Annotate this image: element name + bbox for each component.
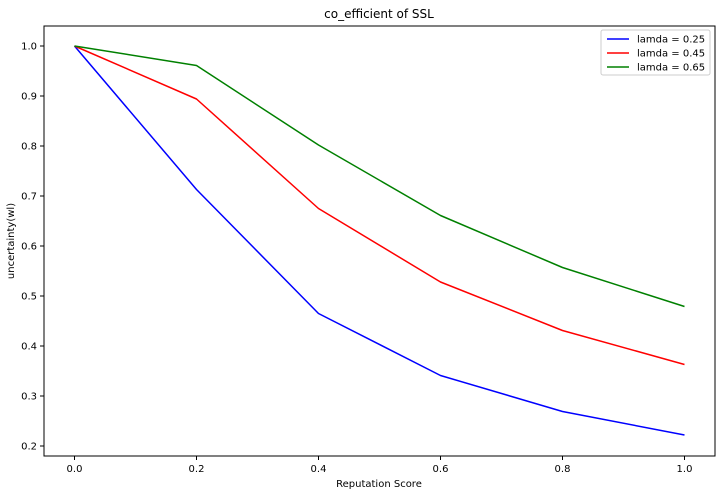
y-tick-label: 0.5 xyxy=(21,292,37,303)
series-line-3 xyxy=(74,45,685,308)
x-tick-label: 0.4 xyxy=(311,464,327,475)
x-tick-label: 0.2 xyxy=(189,464,205,475)
chart-title: co_efficient of SSL xyxy=(324,7,434,21)
legend-label: lamda = 0.65 xyxy=(637,63,705,74)
x-tick-label: 0.0 xyxy=(67,464,83,475)
y-tick-label: 0.6 xyxy=(21,242,37,253)
y-tick-label: 0.2 xyxy=(21,442,37,453)
y-axis-label: uncertainty(wl) xyxy=(6,203,17,279)
legend-box xyxy=(600,29,711,76)
y-tick-label: 0.3 xyxy=(21,392,37,403)
y-tick-label: 0.9 xyxy=(21,92,37,103)
x-tick-label: 0.6 xyxy=(433,464,449,475)
y-axis: 0.2 0.3 0.4 0.5 0.6 0.7 0.8 0.9 1.0 xyxy=(21,42,44,453)
y-tick-label: 0.7 xyxy=(21,192,37,203)
legend-label: lamda = 0.45 xyxy=(637,49,705,60)
y-tick-label: 0.4 xyxy=(21,342,37,353)
x-axis-label: Reputation Score xyxy=(336,479,422,490)
x-tick-label: 1.0 xyxy=(677,464,693,475)
series-line-2 xyxy=(74,45,685,366)
series-line-1 xyxy=(73,45,685,436)
x-axis: 0.0 0.2 0.4 0.6 0.8 1.0 xyxy=(67,456,693,475)
legend-label: lamda = 0.25 xyxy=(637,35,705,46)
y-tick-label: 1.0 xyxy=(21,42,37,53)
plot-lines xyxy=(73,45,685,436)
legend: lamda = 0.25 lamda = 0.45 lamda = 0.65 xyxy=(600,29,711,76)
plot-frame xyxy=(43,25,716,457)
y-tick-label: 0.8 xyxy=(21,142,37,153)
x-tick-label: 0.8 xyxy=(555,464,571,475)
